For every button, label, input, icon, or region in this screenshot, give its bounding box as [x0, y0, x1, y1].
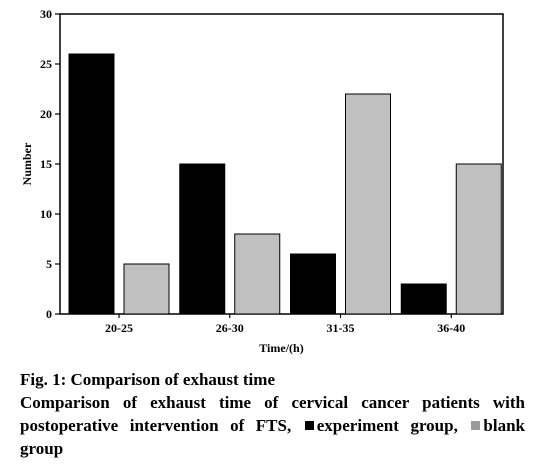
- y-tick-label: 20: [40, 107, 52, 121]
- x-axis-label: Time/(h): [259, 341, 303, 355]
- description-text: Comparison of exhaust time of cervical c…: [20, 393, 525, 435]
- bar-blank: [123, 263, 170, 315]
- figure-caption: Fig. 1: Comparison of exhaust time Compa…: [20, 368, 525, 460]
- figure-description: Comparison of exhaust time of cervical c…: [20, 391, 525, 460]
- bar-experiment: [290, 253, 336, 315]
- bar-experiment: [68, 53, 115, 315]
- y-tick-label: 10: [40, 207, 52, 221]
- x-tick-label: 26-30: [216, 321, 244, 335]
- bar-experiment: [400, 283, 447, 315]
- x-tick-label: 36-40: [437, 321, 465, 335]
- y-tick-label: 5: [46, 257, 52, 271]
- bar-blank: [345, 93, 391, 315]
- bar-blank: [234, 233, 281, 315]
- y-axis-label: Number: [20, 142, 34, 185]
- legend-experiment-label: experiment group,: [316, 416, 458, 435]
- y-tick-label: 15: [40, 157, 52, 171]
- experiment-swatch-icon: [304, 421, 314, 430]
- x-tick-label: 31-35: [327, 321, 355, 335]
- y-tick-label: 0: [46, 307, 52, 321]
- x-tick-label: 20-25: [105, 321, 133, 335]
- bar-blank: [455, 163, 502, 315]
- plot-area: 0 5 10 15 20 25 30 20-25 26-30 31-35 36-40: [40, 7, 504, 335]
- y-tick-label: 30: [40, 7, 52, 21]
- blank-swatch-icon: [471, 421, 481, 430]
- y-tick-label: 25: [40, 57, 52, 71]
- legend-blank-label: blank group: [20, 416, 525, 458]
- figure-title: Fig. 1: Comparison of exhaust time: [20, 370, 275, 389]
- bar-experiment: [179, 163, 226, 315]
